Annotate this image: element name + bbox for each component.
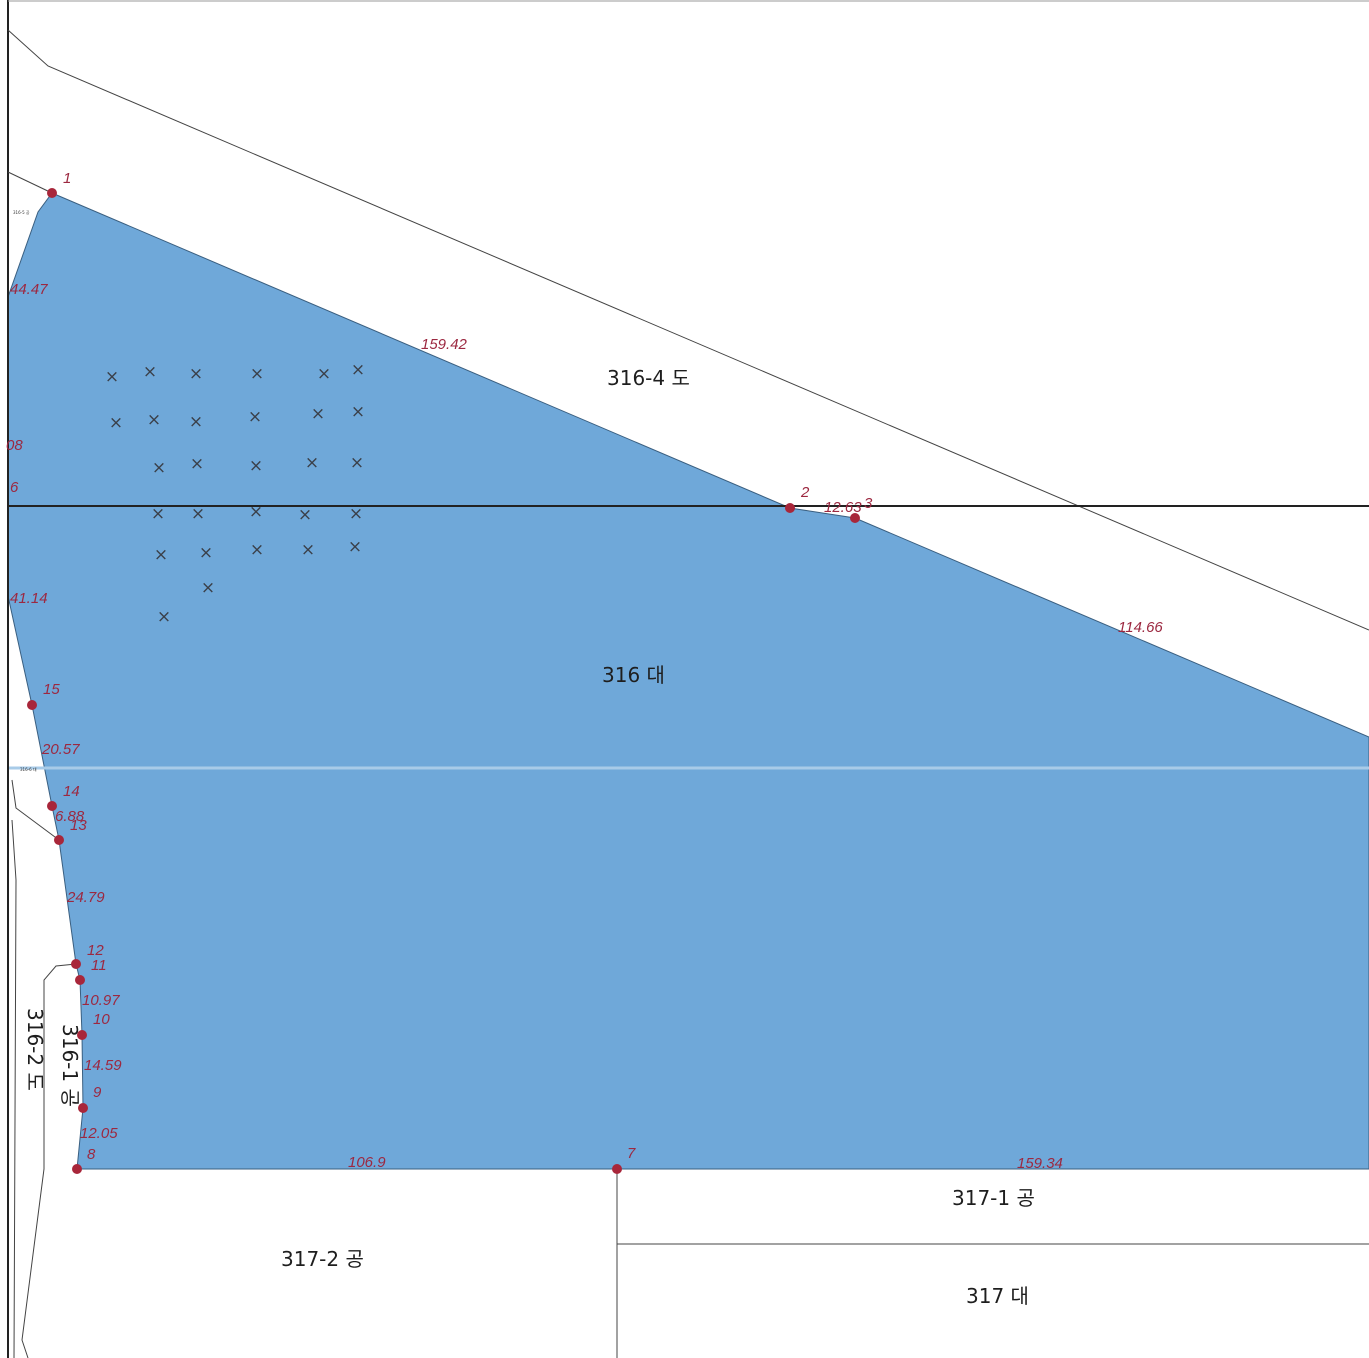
vertex-dot-14[interactable]	[47, 801, 57, 811]
vertex-label-2: 2	[800, 484, 810, 501]
x-mark: ×	[152, 458, 166, 478]
parcel-label-317: 317 대	[966, 1284, 1029, 1308]
edge-length-2-3: 12.63	[824, 499, 862, 516]
x-mark: ×	[249, 502, 263, 522]
edge-length-14-13: 6.88	[55, 808, 85, 825]
x-mark: ×	[250, 364, 264, 384]
edge-length-11-10: 10.97	[82, 992, 120, 1009]
edge-length-west-mid: 41.14	[10, 590, 48, 607]
vertex-dot-2[interactable]	[785, 503, 795, 513]
x-mark: ×	[248, 407, 262, 427]
vertex-dot-15[interactable]	[27, 700, 37, 710]
x-mark: ×	[301, 540, 315, 560]
x-mark: ×	[298, 505, 312, 525]
vertex-label-8: 8	[87, 1146, 96, 1163]
x-mark: ×	[348, 537, 362, 557]
edge-length-15-14: 20.57	[41, 741, 80, 758]
x-mark: ×	[157, 607, 171, 627]
vertex-label-1: 1	[63, 170, 71, 187]
parcel-label-316-5: 316-5 공	[13, 210, 30, 215]
vertex-dot-7[interactable]	[612, 1164, 622, 1174]
x-mark: ×	[109, 413, 123, 433]
vertex-label-12: 12	[87, 942, 104, 959]
vertex-label-11: 11	[91, 957, 107, 974]
road-316-4-south-edge	[7, 171, 53, 194]
parcel-label-316-1: 316-1 공	[58, 1024, 82, 1107]
vertex-label-15: 15	[43, 681, 60, 698]
edge-length-7-east: 159.34	[1017, 1155, 1063, 1172]
vertex-dot-1[interactable]	[47, 188, 57, 198]
vertex-label-14: 14	[63, 783, 80, 800]
vertex-dot-11[interactable]	[75, 975, 85, 985]
vertex-dots	[27, 188, 860, 1174]
x-mark: ×	[151, 504, 165, 524]
x-mark-cluster: × × × × × × × × × × × × × × × × × × × × × × × × × × × × ×	[105, 360, 365, 627]
edge-length-west-top: 44.47	[10, 281, 48, 298]
x-mark: ×	[250, 540, 264, 560]
vertex-dot-3[interactable]	[850, 513, 860, 523]
x-mark: ×	[189, 364, 203, 384]
x-mark: ×	[191, 504, 205, 524]
edge-length-13-12: 24.79	[66, 889, 105, 906]
x-mark: ×	[311, 404, 325, 424]
edge-length-8-7: 106.9	[348, 1154, 386, 1171]
vertex-label-08: 08	[6, 437, 23, 454]
vertex-dot-13[interactable]	[54, 835, 64, 845]
vertex-label-7: 7	[627, 1145, 636, 1162]
parcel-label-316-6: 316-6 대	[20, 766, 37, 772]
x-mark: ×	[143, 362, 157, 382]
parcel-316-1-edge	[11, 819, 17, 1358]
x-mark: ×	[201, 578, 215, 598]
vertex-label-10: 10	[93, 1011, 110, 1028]
x-mark: ×	[305, 453, 319, 473]
x-mark: ×	[147, 410, 161, 430]
x-mark: ×	[317, 364, 331, 384]
vertex-dot-10[interactable]	[77, 1030, 87, 1040]
x-mark: ×	[249, 456, 263, 476]
parcel-label-316: 316 대	[602, 663, 665, 687]
parcel-label-317-1: 317-1 공	[952, 1186, 1035, 1210]
x-mark: ×	[189, 412, 203, 432]
x-mark: ×	[105, 367, 119, 387]
vertex-label-13: 13	[70, 817, 87, 834]
road-316-4-north-edge	[7, 29, 1369, 631]
x-mark: ×	[351, 402, 365, 422]
parcel-label-316-4: 316-4 도	[607, 366, 690, 390]
edge-length-3-east: 114.66	[1118, 619, 1163, 636]
vertex-label-9: 9	[93, 1084, 102, 1101]
x-mark: ×	[350, 453, 364, 473]
vertex-label-3: 3	[864, 495, 873, 512]
x-mark: ×	[349, 504, 363, 524]
parcel-label-317-2: 317-2 공	[281, 1247, 364, 1271]
parcel-316-2-outline	[21, 963, 77, 1358]
x-mark: ×	[190, 454, 204, 474]
vertex-dot-8[interactable]	[72, 1164, 82, 1174]
edge-length-10-9: 14.59	[84, 1057, 122, 1074]
x-mark: ×	[351, 360, 365, 380]
edge-length-1-2: 159.42	[421, 336, 468, 353]
west-strip-line	[11, 779, 60, 841]
vertex-label-6: 6	[10, 479, 19, 496]
x-mark: ×	[199, 543, 213, 563]
vertex-dot-12[interactable]	[71, 959, 81, 969]
x-mark: ×	[154, 545, 168, 565]
parcel-label-316-2: 316-2 도	[23, 1008, 47, 1091]
vertex-dot-9[interactable]	[78, 1103, 88, 1113]
edge-length-9-8: 12.05	[80, 1125, 118, 1142]
